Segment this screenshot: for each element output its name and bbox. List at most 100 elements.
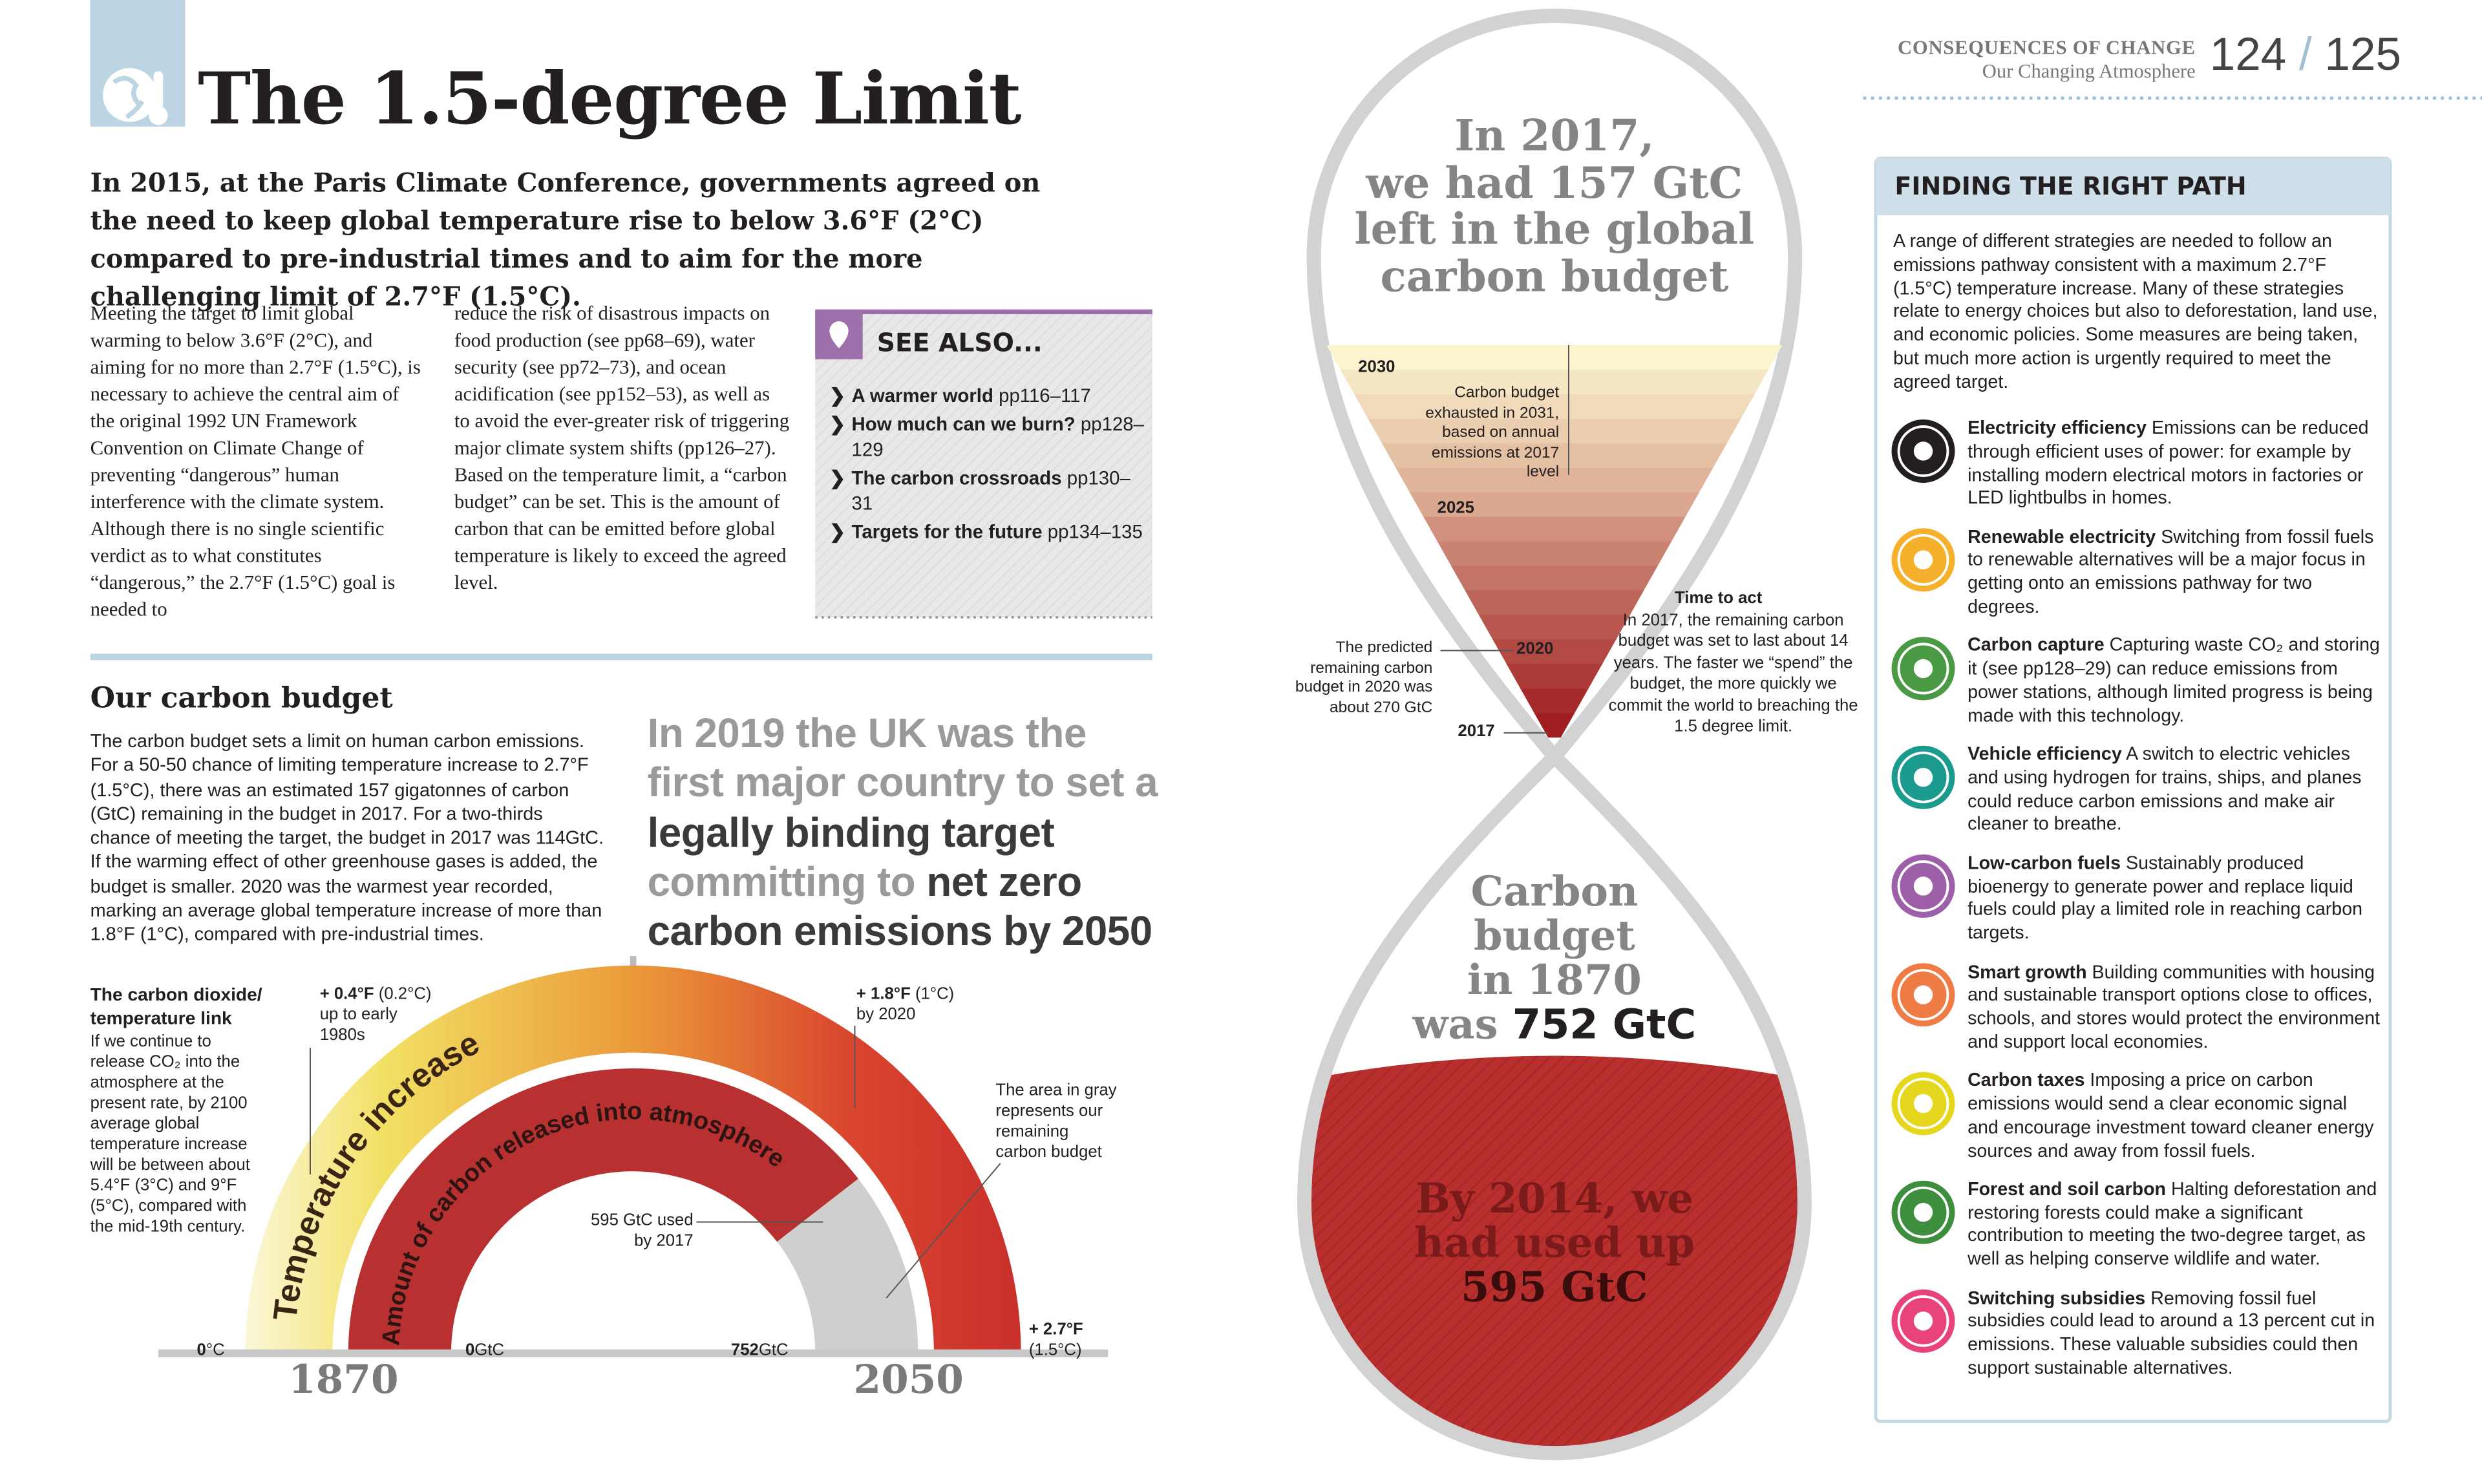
strategy-text: Sustainably produced bioenergy to genera… [1968, 853, 2363, 944]
chevron: ❯ [829, 520, 845, 544]
sidebar-title: FINDING THE RIGHT PATH [1894, 172, 2247, 202]
year-label: 2020 [1516, 639, 1554, 659]
strategy-title: Switching subsidies [1968, 1288, 2146, 1309]
strategy-icon-glyph [1913, 876, 1933, 896]
running-head: CONSEQUENCES OF CHANGE Our Changing Atmos… [1820, 36, 2196, 82]
year-label: 2025 [1437, 498, 1474, 518]
strategy-text: Capturing waste CO₂ and storing it (see … [1968, 635, 2381, 726]
year-label: 2030 [1358, 357, 1395, 377]
used-note: 595 GtC used by 2017 [590, 1211, 694, 1251]
globe-icon-detail [112, 76, 145, 120]
exhausted-note: Carbon budget exhausted in 2031, based o… [1425, 385, 1560, 482]
time-to-act-text: In 2017, the remaining carbon budget was… [1608, 610, 1858, 736]
strategy-icon-glyph [1913, 550, 1933, 569]
side-note-text: If we continue to release CO₂ into the a… [90, 1032, 250, 1236]
time-to-act-title: Time to act [1675, 589, 1763, 608]
quote-segment: committing to [647, 858, 916, 906]
see-also-box [815, 312, 1152, 618]
mark-value: + 1.8°F [856, 984, 911, 1004]
strategy-icon-glyph [1913, 985, 1933, 1004]
strategy-icon-ring [1897, 642, 1949, 695]
budget-band [1326, 394, 1783, 419]
start-temp: 0°C [142, 1341, 225, 1361]
hourglass-lower-text: Carbon budget in 1870 was 752 GtC [1346, 871, 1764, 1048]
strategy-item: Vehicle efficiency A switch to electric … [1968, 744, 2382, 838]
used-carbon [1304, 1055, 1805, 1454]
quote-segment: net zero carbon emissions by 2050 [647, 858, 1152, 955]
budget-band [1326, 443, 1783, 469]
figure: 595 GtC [1461, 1264, 1648, 1313]
strategy-icon-ring [1897, 969, 1949, 1021]
strategy-icon-glyph [1913, 441, 1933, 461]
temperature-band [245, 965, 1021, 1353]
page-left: 124 [2209, 30, 2287, 81]
mark-note: up to early 1980s [319, 1005, 398, 1045]
strategy-text: Building communities with housing and su… [1968, 961, 2381, 1053]
text-line: in 1870 [1467, 957, 1642, 1006]
year-start: 1870 [288, 1356, 399, 1403]
carbon-used-band [348, 1068, 858, 1353]
hourglass-used-text: By 2014, we had used up 595 GtC [1346, 1178, 1764, 1311]
item-pages: pp134–135 [1047, 520, 1143, 544]
strategy-title: Renewable electricity [1968, 526, 2156, 547]
strategy-icon-glyph [1913, 659, 1933, 679]
sidebar-intro: A range of different strategies are need… [1893, 231, 2378, 392]
chevron: ❯ [829, 467, 845, 489]
see-also-item: ❯ Targets for the future pp134–135 [829, 519, 1146, 544]
strategy-icon-glyph [1913, 768, 1933, 787]
time-to-act: Time to act In 2017, the remaining carbon… [1607, 589, 1860, 738]
budget-band [1326, 566, 1783, 591]
mark-detail: (1°C) [915, 984, 955, 1004]
tick-unit: GtC [474, 1341, 505, 1360]
strategy-item: Low-carbon fuels Sustainably produced bi… [1968, 853, 2382, 947]
strategy-text: Emissions can be reduced through efficie… [1968, 418, 2369, 509]
see-also-item: ❯ How much can we burn? pp128–129 [829, 412, 1146, 462]
page-numbers: 124 / 125 [2210, 30, 2401, 83]
mark-note: by 2020 [856, 1005, 916, 1024]
strategy-text: Removing fossil fuel subsidies could lea… [1968, 1288, 2375, 1379]
text-line: we had 157 GtC [1366, 159, 1743, 209]
subsection-name: Our Changing Atmosphere [1982, 59, 2196, 82]
section-text: The carbon budget sets a limit on human … [90, 729, 604, 946]
text-line: By 2014, we [1415, 1176, 1693, 1224]
strategy-item: Carbon capture Capturing waste CO₂ and s… [1968, 635, 2382, 729]
strategy-title: Smart growth [1968, 961, 2087, 982]
strategy-icon-glyph [1913, 1094, 1933, 1114]
chevron: ❯ [829, 385, 845, 407]
text-line: was 752 GtC [1346, 1004, 1764, 1048]
see-also-item: ❯ A warmer world pp116–117 [829, 383, 1146, 408]
strategy-title: Vehicle efficiency [1968, 744, 2122, 765]
leader-line [886, 1163, 1001, 1298]
strategy-item: Forest and soil carbon Halting deforesta… [1968, 1179, 2382, 1273]
budget-band [1326, 369, 1783, 396]
item-pages: pp116–117 [999, 385, 1091, 407]
tick-unit: °C [206, 1341, 225, 1360]
item-pages: pp128–129 [851, 413, 1145, 461]
item-title: A warmer world [851, 385, 993, 407]
quote-segment: In 2019 the UK was the first major count… [647, 709, 1158, 807]
gray-note: The area in gray represents our remainin… [995, 1081, 1117, 1162]
strategy-icon-ring [1897, 1295, 1949, 1347]
text-line: had used up [1414, 1220, 1695, 1268]
strategy-icon-ring [1897, 860, 1949, 912]
body-column: reduce the risk of disastrous impacts on… [454, 302, 790, 594]
tick-unit: GtC [758, 1341, 789, 1360]
quote-segment: legally binding target [647, 808, 1055, 856]
strategy-text: Halting deforestation and restoring fore… [1968, 1179, 2377, 1270]
item-pages: pp130–31 [851, 467, 1130, 514]
item-title: How much can we burn? [851, 413, 1076, 436]
chevron: ❯ [829, 413, 845, 436]
budget-band [1326, 418, 1783, 444]
page-right: 125 [2324, 30, 2402, 81]
end-temp: + 2.7°F (1.5°C) [1029, 1320, 1124, 1361]
year-end: 2050 [853, 1356, 964, 1403]
hourglass-bottom [1297, 747, 1812, 1461]
text-line: In 2017, [1454, 112, 1655, 162]
mark-1980: + 0.4°F (0.2°C) up to early 1980s [320, 984, 447, 1046]
strategy-item: Renewable electricity Switching from fos… [1968, 527, 2382, 620]
thermometer-bulb [149, 106, 168, 125]
strategy-icon-ring [1897, 1077, 1949, 1130]
budget-band [1326, 541, 1783, 567]
